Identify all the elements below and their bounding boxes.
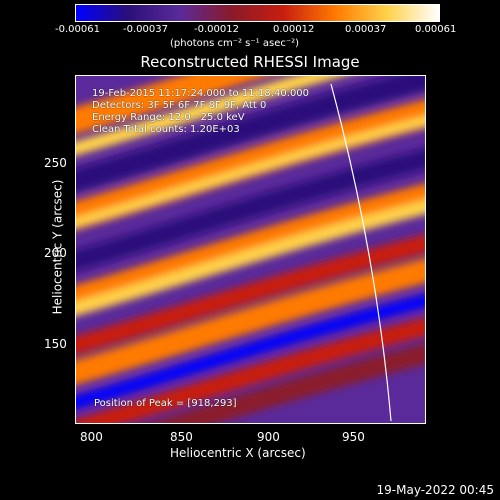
emission-band	[76, 199, 425, 316]
footer-date: 19-May-2022 00:45	[376, 483, 494, 497]
emission-band	[76, 258, 425, 385]
emission-band	[76, 294, 425, 409]
y-tick: 250	[44, 156, 67, 170]
emission-band	[76, 99, 425, 230]
colorbar-tick: 0.00037	[345, 24, 387, 35]
emission-band	[76, 76, 425, 192]
image-plot: 19-Feb-2015 11:17:24.000 to 11:18:40.000…	[75, 75, 426, 424]
colorbar-tick: -0.00037	[123, 24, 168, 35]
x-axis-label: Heliocentric X (arcsec)	[170, 446, 306, 460]
plot-title: Reconstructed RHESSI Image	[140, 53, 360, 71]
emission-band	[76, 183, 425, 317]
energy-range-label: Energy Range: 12.0 - 25.0 keV	[92, 112, 245, 123]
x-tick: 800	[80, 430, 103, 444]
y-axis-label: Heliocentric Y (arcsec)	[50, 179, 65, 315]
clean-counts-label: Clean Total counts: 1.20E+03	[92, 124, 240, 135]
time-range-label: 19-Feb-2015 11:17:24.000 to 11:18:40.000	[92, 88, 310, 99]
colorbar-tick: -0.00061	[55, 24, 100, 35]
colorbar	[75, 4, 440, 22]
solar-limb-line	[330, 83, 392, 422]
colorbar-tick: -0.00012	[194, 24, 239, 35]
colorbar-tick: 0.00061	[415, 24, 457, 35]
peak-position-label: Position of Peak = [918,293]	[94, 398, 237, 409]
colorbar-units: (photons cm⁻² s⁻¹ asec⁻²)	[170, 38, 300, 49]
emission-band	[76, 148, 425, 271]
emission-band	[76, 76, 344, 156]
emission-band	[150, 343, 425, 423]
emission-band	[76, 234, 425, 355]
colorbar-tick: 0.00012	[273, 24, 315, 35]
emission-band	[76, 115, 425, 228]
emission-band	[76, 317, 425, 423]
detectors-label: Detectors: 3F 5F 6F 7F 8F 9F, Att 0	[92, 100, 267, 111]
x-tick: 950	[342, 430, 365, 444]
x-tick: 850	[170, 430, 193, 444]
y-tick: 150	[44, 337, 67, 351]
rhessi-image	[76, 76, 425, 423]
x-tick: 900	[257, 430, 280, 444]
y-tick: 200	[44, 246, 67, 260]
emission-band	[76, 76, 269, 134]
